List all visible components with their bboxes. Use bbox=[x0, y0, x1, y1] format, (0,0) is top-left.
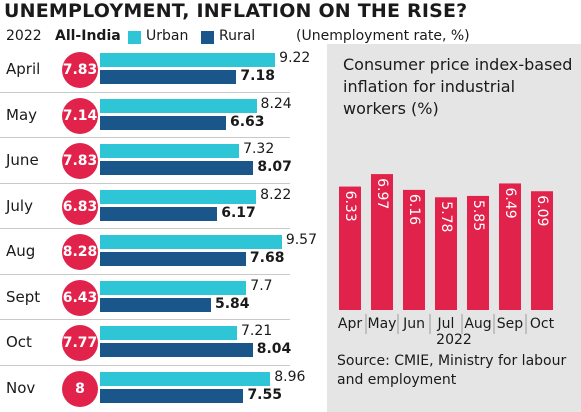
inflation-value-label: 5.85 bbox=[470, 200, 486, 231]
all-india-rate-badge: 8.28 bbox=[62, 234, 98, 270]
legend-urban-swatch bbox=[128, 31, 141, 44]
rural-value-label: 7.68 bbox=[249, 250, 285, 266]
inflation-value-label: 6.16 bbox=[406, 194, 422, 225]
inflation-value-label: 6.97 bbox=[374, 178, 390, 209]
rural-bar bbox=[100, 388, 244, 403]
month-separator bbox=[0, 91, 290, 93]
rural-value-label: 6.17 bbox=[221, 204, 256, 221]
urban-value-label: 7.7 bbox=[250, 277, 273, 294]
inflation-tick-label: May bbox=[368, 316, 397, 332]
month-separator bbox=[0, 364, 290, 366]
all-india-rate-badge: 7.77 bbox=[62, 325, 98, 361]
urban-bar bbox=[100, 98, 257, 113]
month-label: Sept bbox=[6, 287, 41, 306]
all-india-rate-badge: 7.83 bbox=[62, 52, 98, 88]
inflation-tick-label: Apr bbox=[338, 316, 362, 332]
rural-value-label: 6.63 bbox=[229, 113, 265, 130]
inflation-tick-label: Sep bbox=[497, 316, 524, 332]
rural-bar bbox=[100, 206, 218, 221]
rural-bar bbox=[100, 252, 246, 266]
inflation-bar bbox=[339, 186, 361, 310]
urban-value-label: 8.22 bbox=[260, 186, 292, 203]
all-india-rate-badge: 8 bbox=[62, 370, 98, 407]
month-separator bbox=[0, 319, 290, 320]
urban-bar bbox=[100, 144, 240, 158]
month-label: Nov bbox=[6, 378, 36, 397]
month-separator bbox=[0, 182, 290, 184]
inflation-value-label: 6.49 bbox=[502, 187, 518, 218]
source-note: Source: CMIE, Ministry for labour and em… bbox=[337, 353, 567, 388]
inflation-bar bbox=[467, 195, 489, 310]
urban-bar bbox=[100, 53, 276, 67]
all-india-rate-badge: 7.14 bbox=[62, 97, 98, 134]
urban-value-label: 7.21 bbox=[240, 323, 273, 339]
inflation-bar bbox=[371, 174, 393, 310]
urban-value-label: 8.24 bbox=[260, 95, 292, 112]
inflation-bar bbox=[403, 189, 425, 310]
urban-bar bbox=[100, 280, 247, 295]
inflation-value-label: 6.09 bbox=[534, 195, 550, 226]
urban-value-label: 8.96 bbox=[274, 368, 306, 385]
month-label: June bbox=[6, 151, 39, 169]
inflation-title: Consumer price index-based inflation for… bbox=[343, 55, 573, 118]
inflation-panel: Consumer price index-based inflation for… bbox=[327, 44, 581, 412]
rural-bar bbox=[100, 297, 211, 312]
inflation-bar bbox=[435, 197, 457, 310]
rural-value-label: 7.55 bbox=[247, 386, 282, 403]
rural-value-label: 7.18 bbox=[240, 68, 275, 84]
inflation-tick-label: Oct bbox=[530, 316, 555, 332]
month-separator bbox=[0, 137, 290, 138]
inflation-chart: 6.33 Apr 6.97 May 6.16 Jun 5.78 Jul 5.85 Aug 6.49 S… bbox=[338, 174, 555, 334]
inflation-value-label: 5.78 bbox=[438, 201, 454, 232]
urban-value-label: 7.32 bbox=[243, 141, 275, 157]
month-label: Oct bbox=[6, 333, 32, 351]
inflation-bar bbox=[499, 183, 521, 310]
rural-bar bbox=[100, 70, 237, 84]
inflation-bar bbox=[531, 191, 553, 310]
rural-bar bbox=[100, 115, 226, 130]
urban-bar bbox=[100, 189, 257, 204]
urban-value-label: 9.57 bbox=[285, 232, 317, 248]
rural-bar bbox=[100, 161, 254, 175]
month-separator bbox=[0, 228, 290, 229]
inflation-tick-label: Jul bbox=[437, 316, 455, 332]
inflation-tick-label: Aug bbox=[464, 316, 491, 332]
rural-value-label: 8.04 bbox=[256, 341, 292, 357]
urban-bar bbox=[100, 235, 282, 249]
rural-value-label: 8.07 bbox=[257, 159, 292, 175]
inflation-x-label: 2022 bbox=[436, 332, 472, 348]
inflation-tick-label: Jun bbox=[402, 316, 425, 332]
all-india-rate-badge: 6.83 bbox=[62, 188, 98, 225]
urban-bar bbox=[100, 371, 271, 386]
urban-value-label: 9.22 bbox=[279, 50, 311, 66]
legend-urban-label: Urban bbox=[146, 28, 189, 44]
inflation-value-label: 6.33 bbox=[342, 191, 358, 222]
legend-rural-swatch bbox=[201, 31, 214, 44]
month-label: July bbox=[6, 196, 33, 215]
all-india-rate-badge: 7.83 bbox=[62, 143, 98, 179]
urban-bar bbox=[100, 326, 237, 340]
month-label: Aug bbox=[6, 242, 36, 260]
rural-bar bbox=[100, 343, 253, 357]
rural-value-label: 5.84 bbox=[214, 295, 250, 312]
unit-note: (Unemployment rate, %) bbox=[296, 28, 470, 44]
month-label: April bbox=[6, 60, 41, 78]
month-label: May bbox=[6, 105, 38, 124]
all-india-rate-badge: 6.43 bbox=[62, 279, 98, 316]
month-separator bbox=[0, 273, 290, 275]
legend-rural-label: Rural bbox=[219, 28, 256, 44]
chart-title: UNEMPLOYMENT, INFLATION ON THE RISE? bbox=[4, 0, 468, 22]
region-label: All-India bbox=[55, 28, 121, 44]
year-label: 2022 bbox=[6, 28, 42, 44]
